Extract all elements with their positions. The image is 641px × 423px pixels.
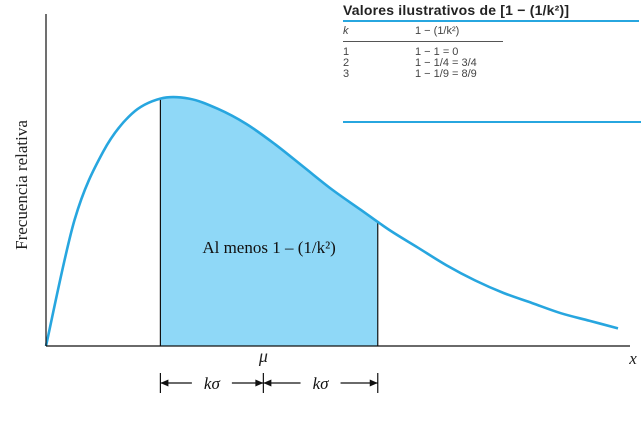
table-title: Valores ilustrativos de [1 − (1/k²)] bbox=[343, 2, 570, 18]
table-body: k 1 − (1/k²) 1 1 − 1 = 0 2 1 − 1/4 = 3/4… bbox=[343, 26, 641, 80]
interval-annotation bbox=[159, 373, 379, 393]
table-cell-k: 2 bbox=[343, 57, 350, 69]
table-row: 2 1 − 1/4 = 3/4 bbox=[343, 58, 641, 69]
table-cell-value: 1 − 1/4 = 3/4 bbox=[415, 57, 477, 69]
table-cell-k: 3 bbox=[343, 68, 350, 80]
table-row: 3 1 − 1/9 = 8/9 bbox=[343, 69, 641, 80]
illustrative-values-table: Valores ilustrativos de [1 − (1/k²)] k 1… bbox=[343, 2, 641, 80]
interval-1-label: kσ bbox=[204, 374, 221, 393]
table-header-row: k 1 − (1/k²) bbox=[343, 26, 641, 37]
table-header-k: k bbox=[343, 25, 349, 37]
table-cell-value: 1 − 1/9 = 8/9 bbox=[415, 68, 477, 80]
table-row: 1 1 − 1 = 0 bbox=[343, 47, 641, 58]
interval-2-right-arrowhead bbox=[369, 379, 378, 387]
x-axis-label: x bbox=[628, 349, 637, 368]
region-label: Al menos 1 – (1/k²) bbox=[202, 238, 336, 257]
shaded-region bbox=[160, 97, 378, 346]
interval-2-label: kσ bbox=[313, 374, 330, 393]
y-axis-label: Frecuencia relativa bbox=[12, 120, 31, 250]
table-header-value: 1 − (1/k²) bbox=[415, 25, 460, 37]
table-cell-value: 1 − 1 = 0 bbox=[415, 46, 459, 58]
interval-1-right-arrowhead bbox=[255, 379, 264, 387]
interval-2-left-arrowhead bbox=[263, 379, 272, 387]
table-cell-k: 1 bbox=[343, 46, 350, 58]
interval-1-left-arrowhead bbox=[160, 379, 169, 387]
plot-area bbox=[44, 14, 630, 347]
density-curve bbox=[44, 95, 619, 347]
table-title-rule bbox=[343, 20, 639, 22]
mean-label: μ bbox=[258, 346, 268, 366]
table-bottom-rule bbox=[343, 121, 641, 123]
table-header-rule bbox=[343, 41, 503, 42]
